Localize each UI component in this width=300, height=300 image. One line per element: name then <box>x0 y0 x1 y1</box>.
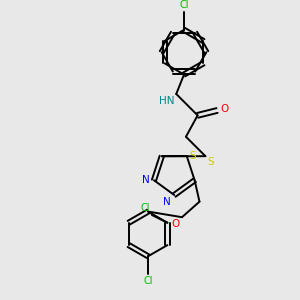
Text: N: N <box>163 197 170 207</box>
Text: HN: HN <box>159 96 174 106</box>
Text: S: S <box>190 152 196 161</box>
Text: Cl: Cl <box>140 203 150 213</box>
Text: O: O <box>172 219 180 229</box>
Text: O: O <box>220 103 228 114</box>
Text: N: N <box>142 175 150 185</box>
Text: Cl: Cl <box>143 276 153 286</box>
Text: S: S <box>207 157 214 167</box>
Text: Cl: Cl <box>179 0 189 11</box>
